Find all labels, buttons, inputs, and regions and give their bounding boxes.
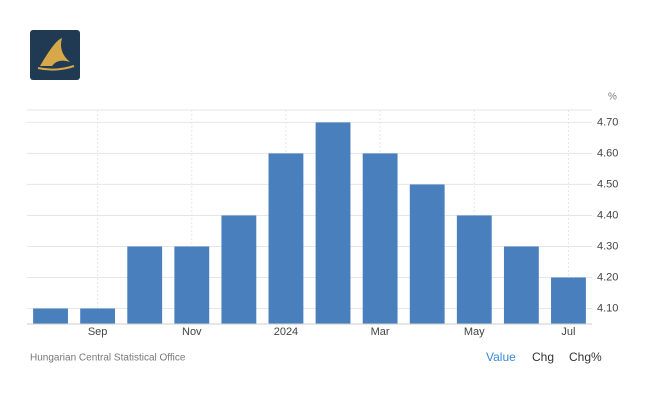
bar	[362, 153, 398, 324]
bar	[409, 184, 445, 324]
source: Hungarian Central Statistical Office	[30, 353, 186, 364]
bar	[80, 308, 116, 324]
x-tick-label: Nov	[182, 326, 202, 338]
y-tick-label: 4.70	[597, 116, 618, 128]
bar	[315, 122, 351, 325]
bar	[456, 215, 492, 324]
bar	[127, 246, 163, 324]
x-tick-label: Sep	[88, 326, 108, 338]
button[interactable]: Chg%	[569, 350, 602, 364]
bar	[268, 153, 304, 324]
bar	[503, 246, 539, 324]
y-tick-label: 4.10	[597, 302, 618, 314]
unit-label: %	[608, 92, 617, 103]
y-tick-label: 4.40	[597, 209, 618, 221]
bar	[33, 308, 68, 324]
bar	[551, 277, 586, 324]
y-tick-label: 4.60	[597, 147, 618, 159]
bar	[221, 215, 257, 324]
logo	[30, 30, 80, 80]
x-tick-label: May	[464, 326, 485, 338]
x-tick-label: 2024	[274, 326, 298, 338]
y-tick-label: 4.20	[597, 271, 618, 283]
y-tick-label: 4.50	[597, 178, 618, 190]
bar	[174, 246, 210, 324]
button[interactable]: Chg	[532, 350, 554, 364]
x-tick-label: Mar	[371, 326, 390, 338]
button[interactable]: Value	[486, 350, 516, 364]
x-tick-label: Jul	[561, 326, 575, 338]
y-tick-label: 4.30	[597, 240, 618, 252]
